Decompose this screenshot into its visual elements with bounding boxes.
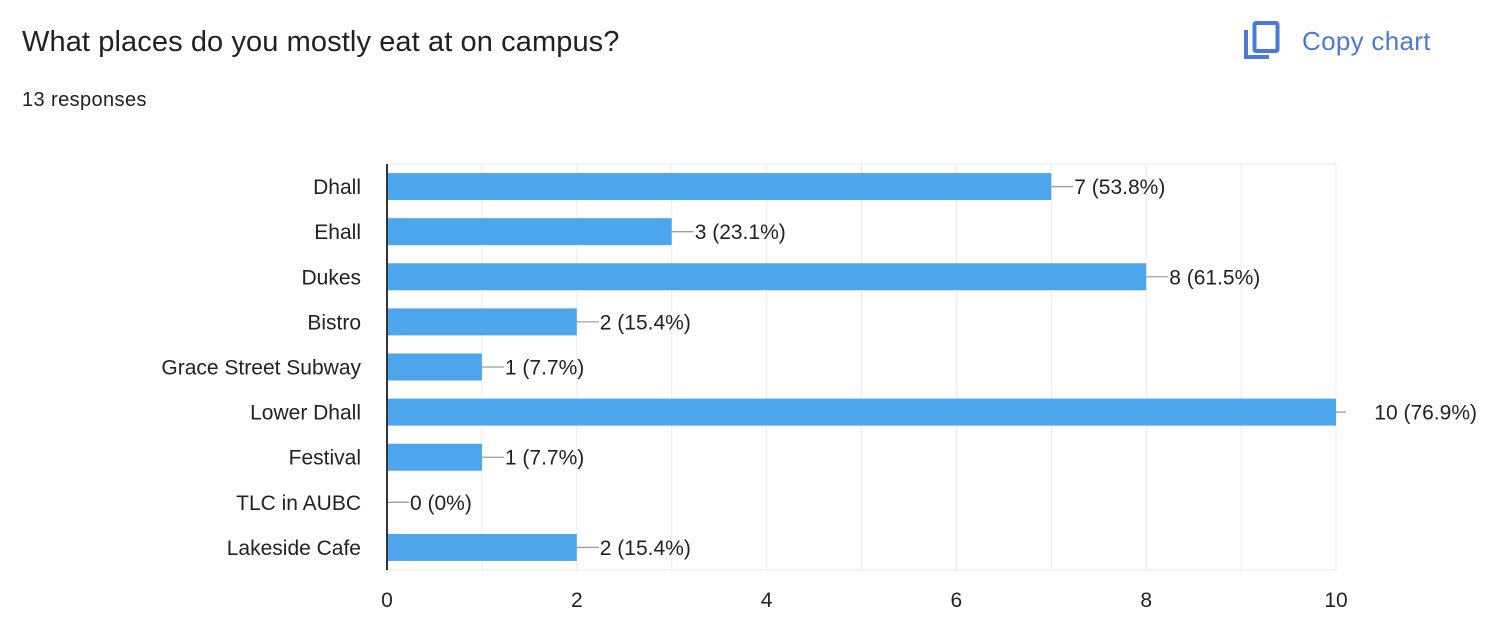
- bar: [387, 533, 577, 561]
- category-label: Lakeside Cafe: [227, 537, 361, 560]
- x-tick-label: 4: [761, 589, 773, 612]
- response-count: 13 responses: [22, 89, 147, 111]
- category-label: Bistro: [307, 311, 361, 334]
- x-tick-label: 6: [951, 589, 963, 612]
- data-label: 2 (15.4%): [600, 311, 691, 334]
- data-label: 3 (23.1%): [695, 221, 786, 244]
- copy-chart-button[interactable]: Copy chart: [1232, 14, 1441, 68]
- data-label: 0 (0%): [410, 492, 472, 515]
- x-tick-label: 10: [1324, 589, 1347, 612]
- data-label: 2 (15.4%): [600, 537, 691, 560]
- bar: [387, 263, 1147, 291]
- copy-icon: [1244, 21, 1280, 59]
- data-label: 7 (53.8%): [1074, 176, 1165, 199]
- x-tick-label: 2: [571, 589, 583, 612]
- copy-chart-label: Copy chart: [1302, 25, 1431, 56]
- bar: [387, 308, 577, 336]
- x-tick-label: 8: [1140, 589, 1152, 612]
- bar: [387, 353, 482, 381]
- category-label: TLC in AUBC: [236, 492, 361, 515]
- data-label: 8 (61.5%): [1169, 266, 1260, 289]
- bar: [387, 398, 1336, 426]
- page-title: What places do you mostly eat at on camp…: [22, 26, 620, 58]
- bar: [387, 173, 1052, 201]
- data-label: 1 (7.7%): [505, 357, 584, 380]
- data-label: 1 (7.7%): [505, 447, 584, 470]
- category-label: Grace Street Subway: [161, 357, 361, 380]
- bar: [387, 443, 482, 471]
- category-label: Ehall: [314, 221, 361, 244]
- bar: [387, 218, 672, 246]
- category-label: Dhall: [313, 176, 361, 199]
- category-label: Lower Dhall: [250, 402, 361, 425]
- data-label: 10 (76.9%): [1374, 402, 1477, 425]
- category-label: Festival: [289, 447, 361, 470]
- x-tick-label: 0: [381, 589, 393, 612]
- category-label: Dukes: [301, 266, 361, 289]
